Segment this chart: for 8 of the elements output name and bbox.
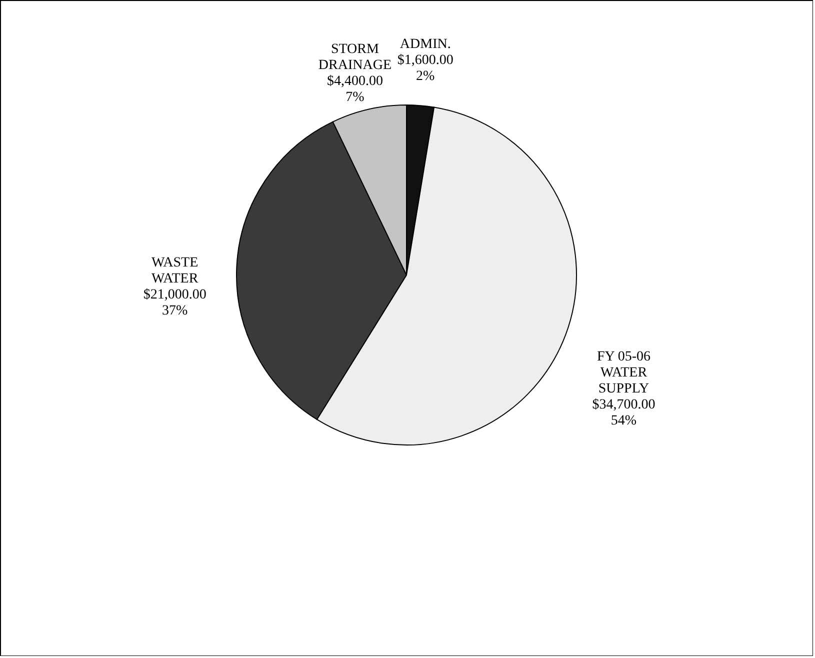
slice-label: WASTE WATER [151, 256, 199, 287]
slice-label: STORM DRAINAGE [318, 42, 392, 73]
slice-label: FY 05-06 WATER SUPPLY [596, 350, 650, 397]
data-label: $4,400.00 7% [326, 74, 383, 105]
data-label: $34,700.00 54% [592, 398, 656, 429]
data-label: $21,000.00 37% [143, 288, 206, 319]
data-label: $1,600.00 2% [397, 52, 454, 84]
slice-label: ADMIN. [400, 36, 451, 52]
